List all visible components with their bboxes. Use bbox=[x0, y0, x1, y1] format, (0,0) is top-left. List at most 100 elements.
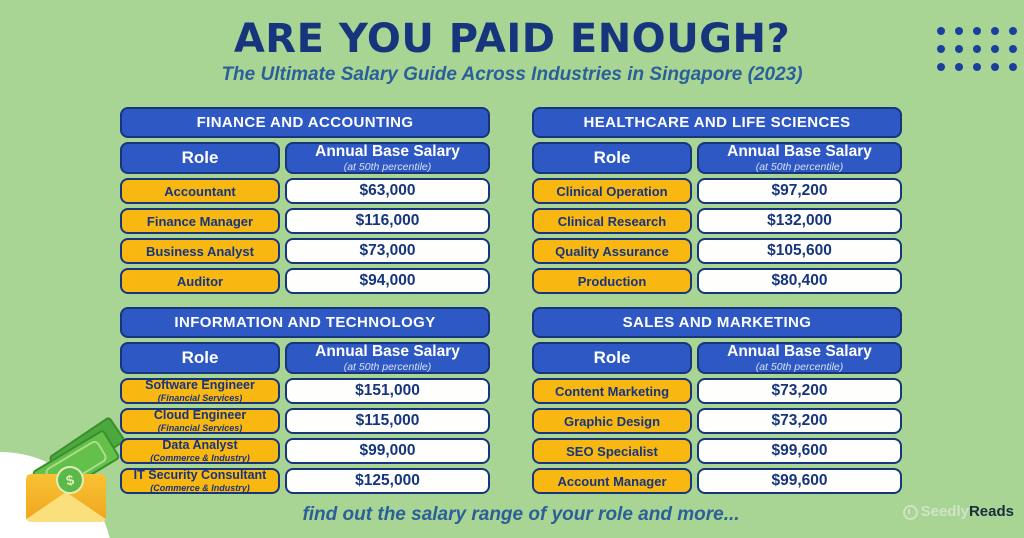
salary-header-note: (at 50th percentile) bbox=[755, 360, 844, 373]
table-row: Data Analyst (Commerce & Industry) $99,0… bbox=[120, 438, 490, 464]
industry-table-healthcare: HEALTHCARE AND LIFE SCIENCES Role Annual… bbox=[532, 107, 902, 294]
salary-cell: $125,000 bbox=[285, 468, 490, 494]
dots-pattern bbox=[937, 27, 1017, 71]
industry-table-title: SALES AND MARKETING bbox=[532, 307, 902, 338]
role-sublabel: (Financial Services) bbox=[157, 392, 243, 403]
role-label: Cloud Engineer bbox=[153, 408, 247, 423]
role-cell: Software Engineer (Financial Services) bbox=[120, 378, 280, 404]
role-cell: Data Analyst (Commerce & Industry) bbox=[120, 438, 280, 464]
role-cell: SEO Specialist bbox=[532, 438, 692, 464]
dot-icon bbox=[973, 45, 981, 53]
salary-column-header: Annual Base Salary (at 50th percentile) bbox=[697, 142, 902, 174]
salary-cell: $132,000 bbox=[697, 208, 902, 234]
table-column-headers: Role Annual Base Salary (at 50th percent… bbox=[120, 142, 490, 174]
money-envelope-illustration: $ bbox=[10, 415, 130, 538]
dot-icon bbox=[937, 27, 945, 35]
table-row: Content Marketing $73,200 bbox=[532, 378, 902, 404]
role-cell: Clinical Operation bbox=[532, 178, 692, 204]
salary-cell: $73,200 bbox=[697, 408, 902, 434]
logo-text-seedly: Seedly bbox=[920, 503, 969, 520]
role-cell: Quality Assurance bbox=[532, 238, 692, 264]
tables-grid: FINANCE AND ACCOUNTING Role Annual Base … bbox=[120, 107, 902, 494]
industry-table-it: INFORMATION AND TECHNOLOGY Role Annual B… bbox=[120, 307, 490, 494]
industry-table-finance: FINANCE AND ACCOUNTING Role Annual Base … bbox=[120, 107, 490, 294]
role-cell: Cloud Engineer (Financial Services) bbox=[120, 408, 280, 434]
dot-icon bbox=[1009, 45, 1017, 53]
table-row: Quality Assurance $105,600 bbox=[532, 238, 902, 264]
salary-cell: $94,000 bbox=[285, 268, 490, 294]
table-column-headers: Role Annual Base Salary (at 50th percent… bbox=[532, 342, 902, 374]
role-sublabel: (Commerce & Industry) bbox=[150, 482, 250, 493]
dot-icon bbox=[991, 63, 999, 71]
industry-table-title: INFORMATION AND TECHNOLOGY bbox=[120, 307, 490, 338]
salary-cell: $80,400 bbox=[697, 268, 902, 294]
table-row: Clinical Operation $97,200 bbox=[532, 178, 902, 204]
role-cell: Auditor bbox=[120, 268, 280, 294]
salary-cell: $99,000 bbox=[285, 438, 490, 464]
role-cell: Finance Manager bbox=[120, 208, 280, 234]
role-label: Data Analyst bbox=[162, 438, 238, 453]
seedlyreads-logo: SeedlyReads bbox=[902, 503, 1014, 521]
table-row: Graphic Design $73,200 bbox=[532, 408, 902, 434]
dot-icon bbox=[955, 63, 963, 71]
dot-icon bbox=[991, 27, 999, 35]
header: ARE YOU PAID ENOUGH? The Ultimate Salary… bbox=[0, 16, 1024, 86]
salary-column-header: Annual Base Salary (at 50th percentile) bbox=[285, 342, 490, 374]
role-column-header: Role bbox=[532, 142, 692, 174]
table-row: Production $80,400 bbox=[532, 268, 902, 294]
dot-icon bbox=[1009, 27, 1017, 35]
table-row: Software Engineer (Financial Services) $… bbox=[120, 378, 490, 404]
role-column-header: Role bbox=[532, 342, 692, 374]
industry-table-title: HEALTHCARE AND LIFE SCIENCES bbox=[532, 107, 902, 138]
role-label: IT Security Consultant bbox=[133, 468, 267, 483]
dot-icon bbox=[937, 45, 945, 53]
salary-column-header: Annual Base Salary (at 50th percentile) bbox=[697, 342, 902, 374]
role-cell: Graphic Design bbox=[532, 408, 692, 434]
salary-header-note: (at 50th percentile) bbox=[343, 360, 432, 373]
role-cell: Accountant bbox=[120, 178, 280, 204]
table-row: Accountant $63,000 bbox=[120, 178, 490, 204]
role-cell: Production bbox=[532, 268, 692, 294]
table-row: Business Analyst $73,000 bbox=[120, 238, 490, 264]
role-sublabel: (Financial Services) bbox=[157, 422, 243, 433]
salary-cell: $97,200 bbox=[697, 178, 902, 204]
role-cell: Account Manager bbox=[532, 468, 692, 494]
salary-cell: $99,600 bbox=[697, 438, 902, 464]
salary-header-label: Annual Base Salary bbox=[727, 343, 872, 360]
role-cell: Content Marketing bbox=[532, 378, 692, 404]
industry-table-sales: SALES AND MARKETING Role Annual Base Sal… bbox=[532, 307, 902, 494]
table-row: Cloud Engineer (Financial Services) $115… bbox=[120, 408, 490, 434]
salary-cell: $63,000 bbox=[285, 178, 490, 204]
role-cell: IT Security Consultant (Commerce & Indus… bbox=[120, 468, 280, 494]
role-cell: Clinical Research bbox=[532, 208, 692, 234]
dot-icon bbox=[973, 27, 981, 35]
footer-note: find out the salary range of your role a… bbox=[302, 504, 740, 525]
salary-cell: $73,000 bbox=[285, 238, 490, 264]
role-column-header: Role bbox=[120, 342, 280, 374]
salary-header-note: (at 50th percentile) bbox=[755, 160, 844, 173]
table-row: IT Security Consultant (Commerce & Indus… bbox=[120, 468, 490, 494]
industry-table-title: FINANCE AND ACCOUNTING bbox=[120, 107, 490, 138]
seedly-seed-icon bbox=[902, 504, 918, 520]
dot-icon bbox=[955, 27, 963, 35]
salary-cell: $115,000 bbox=[285, 408, 490, 434]
table-column-headers: Role Annual Base Salary (at 50th percent… bbox=[532, 142, 902, 174]
salary-header-label: Annual Base Salary bbox=[315, 343, 460, 360]
salary-cell: $116,000 bbox=[285, 208, 490, 234]
salary-cell: $99,600 bbox=[697, 468, 902, 494]
table-row: Account Manager $99,600 bbox=[532, 468, 902, 494]
dot-icon bbox=[955, 45, 963, 53]
role-column-header: Role bbox=[120, 142, 280, 174]
salary-header-note: (at 50th percentile) bbox=[343, 160, 432, 173]
table-row: SEO Specialist $99,600 bbox=[532, 438, 902, 464]
salary-cell: $105,600 bbox=[697, 238, 902, 264]
dot-icon bbox=[1009, 63, 1017, 71]
page-subtitle: The Ultimate Salary Guide Across Industr… bbox=[221, 64, 803, 85]
dot-icon bbox=[991, 45, 999, 53]
table-row: Finance Manager $116,000 bbox=[120, 208, 490, 234]
role-label: Software Engineer bbox=[145, 378, 255, 393]
dot-icon bbox=[973, 63, 981, 71]
salary-cell: $151,000 bbox=[285, 378, 490, 404]
salary-header-label: Annual Base Salary bbox=[727, 143, 872, 160]
